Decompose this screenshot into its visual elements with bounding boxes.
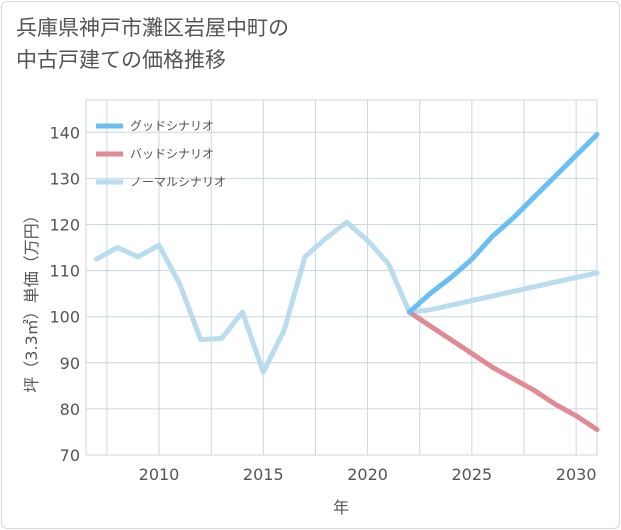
- x-tick-label: 2015: [243, 465, 284, 484]
- legend-label-1: バッドシナリオ: [130, 147, 214, 161]
- data-point: [200, 339, 202, 341]
- data-point: [450, 304, 452, 306]
- y-axis-label: 坪（3.3㎡）単価（万円）: [22, 207, 41, 392]
- y-tick-label: 130: [49, 169, 80, 188]
- data-point: [492, 295, 494, 297]
- data-point: [513, 290, 515, 292]
- series-line-1: [406, 309, 600, 433]
- data-point: [575, 415, 577, 417]
- data-point: [241, 311, 243, 313]
- data-point: [262, 371, 264, 373]
- legend-label-0: グッドシナリオ: [130, 119, 214, 133]
- x-tick-label: 2020: [347, 465, 388, 484]
- x-axis-label: 年: [333, 498, 349, 517]
- data-point: [387, 263, 389, 265]
- x-tick-label: 2025: [451, 465, 492, 484]
- x-tick-label: 2010: [139, 465, 180, 484]
- y-tick-label: 100: [49, 308, 80, 327]
- plot-area: [85, 99, 598, 456]
- data-point: [492, 235, 494, 237]
- data-point: [429, 309, 431, 311]
- y-tick-label: 110: [49, 262, 80, 281]
- y-tick-label: 70: [60, 446, 80, 465]
- data-point: [471, 258, 473, 260]
- x-axis-ticks: 2010 2015 2020 2025 2030: [139, 465, 597, 484]
- data-point: [450, 277, 452, 278]
- data-point: [596, 272, 598, 274]
- data-point: [429, 293, 431, 295]
- data-point: [533, 196, 535, 198]
- data-point: [221, 337, 223, 339]
- y-tick-label: 80: [60, 400, 80, 419]
- data-point: [533, 286, 535, 288]
- data-point: [554, 403, 556, 405]
- series-lines: [93, 132, 600, 433]
- data-point: [533, 390, 535, 391]
- data-point: [116, 247, 118, 248]
- data-point: [471, 300, 473, 302]
- data-point: [513, 378, 515, 380]
- data-point: [429, 325, 431, 327]
- x-tick-label: 2030: [556, 465, 597, 484]
- data-point: [575, 277, 577, 278]
- legend-label-2: ノーマルシナリオ: [130, 175, 226, 189]
- y-axis-ticks: 70 80 90 100 110 120 130 140: [49, 123, 80, 465]
- data-point: [492, 366, 494, 368]
- chart-title-line-1: 兵庫県神戸市灘区岩屋中町の: [16, 16, 289, 40]
- chart-title-line-2: 中古戸建ての価格推移: [16, 48, 226, 72]
- y-tick-label: 120: [49, 215, 80, 234]
- data-point: [179, 283, 181, 285]
- data-point: [596, 134, 598, 136]
- data-point: [325, 237, 327, 239]
- data-point: [450, 339, 452, 341]
- y-tick-label: 90: [60, 354, 80, 373]
- data-point: [554, 175, 556, 177]
- y-tick-label: 140: [49, 123, 80, 142]
- data-point: [346, 221, 348, 223]
- data-point: [304, 256, 306, 258]
- data-point: [408, 311, 410, 313]
- series-line-0: [406, 132, 600, 315]
- grid-lines: [86, 100, 597, 456]
- data-point: [367, 240, 369, 242]
- data-point: [471, 353, 473, 355]
- data-point: [95, 258, 97, 260]
- data-point: [283, 330, 285, 331]
- data-point: [513, 217, 515, 219]
- data-point: [137, 256, 139, 258]
- data-point: [158, 244, 160, 246]
- data-point: [596, 429, 598, 431]
- chart-title: 兵庫県神戸市灘区岩屋中町の 中古戸建ての価格推移: [16, 12, 436, 76]
- data-point: [575, 154, 577, 156]
- data-point: [554, 281, 556, 283]
